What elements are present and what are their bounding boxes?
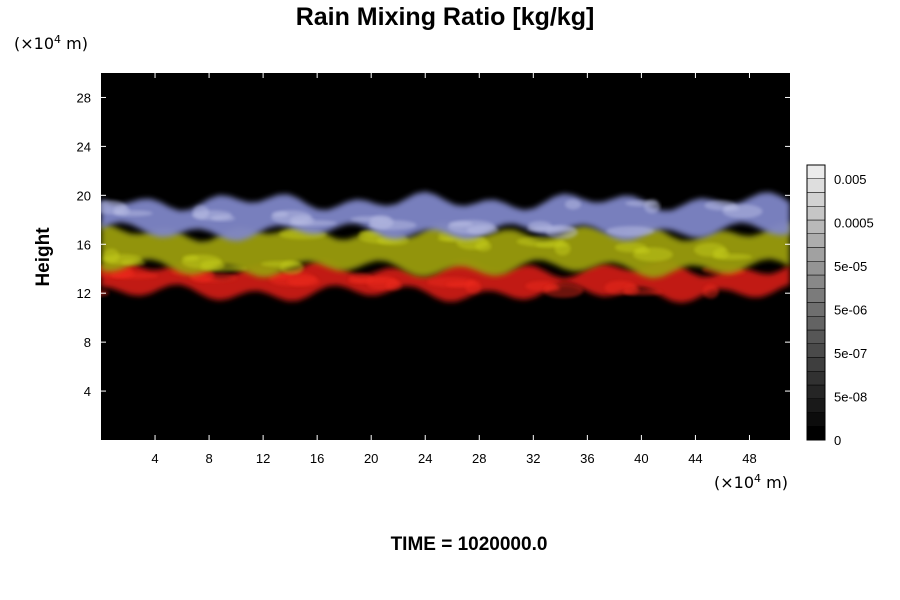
x-tick-label: 48 xyxy=(742,451,756,466)
rain-texture xyxy=(465,279,482,294)
x-tick-label: 20 xyxy=(364,451,378,466)
y-tick-label: 8 xyxy=(84,335,91,350)
colorbar-cell xyxy=(806,316,826,331)
y-tick-label: 28 xyxy=(77,90,91,105)
y-unit-suffix: m) xyxy=(61,34,88,53)
colorbar-cell xyxy=(806,384,826,399)
y-tick-label: 20 xyxy=(77,188,91,203)
rain-texture xyxy=(189,272,238,283)
y-unit-prefix: (×10 xyxy=(14,34,54,53)
colorbar-cell xyxy=(806,247,826,262)
colorbar-label: 5e-08 xyxy=(834,390,867,405)
y-axis-label: Height xyxy=(33,227,54,287)
colorbar-cell xyxy=(806,357,826,372)
rain-texture xyxy=(112,210,153,217)
x-tick-label: 44 xyxy=(688,451,702,466)
rain-texture xyxy=(632,247,673,262)
colorbar-frame xyxy=(806,164,826,441)
x-tick-label: 28 xyxy=(472,451,486,466)
x-tick-label: 8 xyxy=(205,451,212,466)
rain-texture xyxy=(368,220,417,231)
y-unit-exponent: 4 xyxy=(54,33,61,46)
x-axis-ticks: 4 8 12 16 20 24 28 32 36 40 44 48 xyxy=(151,73,757,466)
colorbar-label: 0.005 xyxy=(834,172,867,187)
rain-texture xyxy=(121,259,146,266)
colorbar-cell xyxy=(806,178,826,193)
colorbar-cell xyxy=(806,206,826,221)
rain-texture xyxy=(712,253,753,260)
rain-texture xyxy=(466,225,499,235)
colorbar xyxy=(806,164,826,441)
y-tick-label: 16 xyxy=(77,237,91,252)
rain-texture xyxy=(622,289,663,296)
colorbar-label: 0 xyxy=(834,433,841,448)
colorbar-cell xyxy=(806,343,826,358)
colorbar-cell xyxy=(806,261,826,276)
x-unit-label: (×104 m) xyxy=(714,472,788,492)
rain-texture xyxy=(543,283,584,298)
x-unit-prefix: (×10 xyxy=(714,473,754,492)
colorbar-cell xyxy=(806,274,826,289)
rain-texture xyxy=(289,220,338,227)
rain-texture xyxy=(287,276,320,287)
y-tick-label: 24 xyxy=(77,139,91,154)
rain-texture xyxy=(565,199,581,210)
colorbar-cell xyxy=(806,398,826,413)
rain-texture xyxy=(722,204,763,219)
rain-texture xyxy=(475,241,492,252)
colorbar-cell xyxy=(806,371,826,386)
x-tick-label: 4 xyxy=(151,451,158,466)
y-unit-label: (×104 m) xyxy=(14,33,88,53)
y-axis-ticks: 4 8 12 16 20 24 28 xyxy=(77,90,790,399)
colorbar-cell xyxy=(806,164,826,179)
rain-texture xyxy=(554,241,571,256)
rain-texture xyxy=(545,225,578,239)
colorbar-cell xyxy=(806,412,826,427)
colorbar-label: 5e-05 xyxy=(834,259,867,274)
rain-texture xyxy=(110,272,159,279)
rain-texture xyxy=(211,215,235,222)
colorbar-label: 5e-06 xyxy=(834,303,867,318)
x-tick-label: 24 xyxy=(418,451,432,466)
x-tick-label: 40 xyxy=(634,451,648,466)
x-tick-label: 16 xyxy=(310,451,324,466)
rain-texture xyxy=(702,284,719,299)
rain-texture xyxy=(279,260,304,275)
y-tick-label: 12 xyxy=(77,286,91,301)
rain-texture xyxy=(644,199,661,214)
rain-layers xyxy=(101,191,790,303)
x-unit-suffix: m) xyxy=(761,473,788,492)
x-tick-label: 36 xyxy=(580,451,594,466)
rain-texture xyxy=(385,280,402,291)
colorbar-label: 5e-07 xyxy=(834,346,867,361)
colorbar-cell xyxy=(806,192,826,207)
rain-texture xyxy=(606,226,655,237)
chart-title: Rain Mixing Ratio [kg/kg] xyxy=(296,3,595,31)
colorbar-cell xyxy=(806,233,826,248)
colorbar-labels: 0 5e-08 5e-07 5e-06 5e-05 0.0005 0.005 xyxy=(834,172,874,448)
colorbar-label: 0.0005 xyxy=(834,216,874,231)
colorbar-cell xyxy=(806,329,826,344)
colorbar-cell xyxy=(806,426,826,441)
x-unit-exponent: 4 xyxy=(754,472,761,485)
y-tick-label: 4 xyxy=(84,384,91,399)
time-label: TIME = 1020000.0 xyxy=(391,534,548,555)
colorbar-cell xyxy=(806,288,826,303)
x-tick-label: 32 xyxy=(526,451,540,466)
colorbar-cell xyxy=(806,302,826,317)
x-tick-label: 12 xyxy=(256,451,270,466)
colorbar-cell xyxy=(806,219,826,234)
rain-texture xyxy=(199,265,248,272)
